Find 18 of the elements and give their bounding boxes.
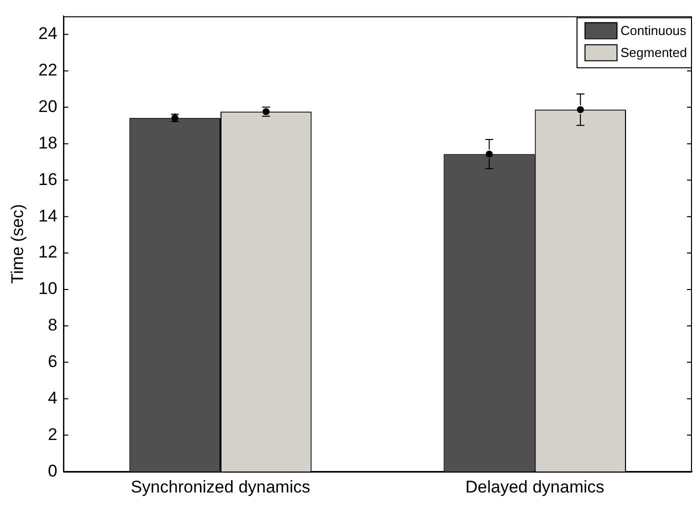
y-tick-label: 22 [38,60,58,80]
y-tick-label: 20 [38,96,58,116]
y-tick-label: 18 [38,133,58,152]
legend-label: Continuous [620,22,687,38]
y-tick-label: 8 [48,316,58,335]
legend-label: Segmented [620,44,688,60]
y-tick-label: 2 [48,424,58,444]
x-tick-label: Synchronized dynamics [130,477,310,496]
y-tick-label: 24 [38,24,58,44]
y-tick-label: 6 [48,352,58,371]
y-tick-label: 4 [48,388,58,408]
y-tick-label: 12 [38,242,58,262]
y-tick-label: 0 [48,461,58,480]
y-tick-label: 14 [38,206,58,226]
y-axis-title: Time (sec) [8,204,27,284]
x-tick-label: Delayed dynamics [465,477,604,496]
y-tick-label: 16 [38,170,58,189]
y-tick-label: 10 [38,279,58,298]
